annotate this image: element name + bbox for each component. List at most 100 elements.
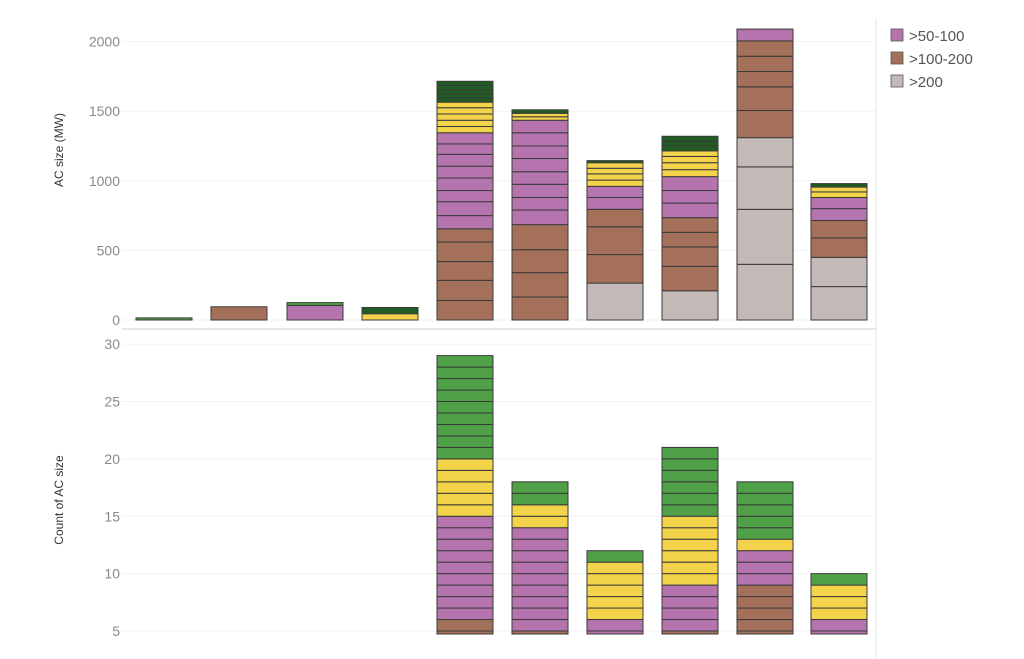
bar-segment [511, 504, 569, 517]
bar-segment [661, 607, 719, 621]
bar-segment [436, 550, 494, 563]
bar-segment [511, 158, 569, 173]
bar-segment [511, 607, 569, 621]
bar-segment [511, 481, 569, 494]
bar-segment [810, 237, 868, 258]
bar-segment [511, 538, 569, 552]
bar-segment [810, 191, 868, 199]
bar-segment [586, 561, 644, 575]
y-tick-label: 500 [97, 242, 121, 258]
bar-segment [661, 265, 719, 292]
bar-segment [736, 550, 794, 563]
bar-segment [436, 504, 494, 517]
bar-segment [436, 143, 494, 155]
legend-swatch [890, 74, 904, 88]
bar-segment [436, 389, 494, 402]
bar-segment [586, 162, 644, 169]
lower-bars [436, 355, 868, 635]
bar-segment [736, 596, 794, 609]
bar-segment [436, 355, 494, 368]
bar-segment [586, 226, 644, 256]
bar-segment [511, 116, 569, 121]
bar-segment [586, 173, 644, 181]
bar-segment [436, 538, 494, 552]
bar-segment [586, 160, 644, 164]
bar-segment [736, 619, 794, 632]
bar-segment [511, 109, 569, 114]
bar-segment [511, 573, 569, 586]
bar-segment [661, 446, 719, 460]
upper-y-axis-title: AC size (MW) [52, 113, 66, 187]
bar-segment [436, 119, 494, 128]
bar-segment [436, 446, 494, 460]
bar-segment [436, 177, 494, 192]
bar-segment [736, 492, 794, 506]
bar-segment [736, 28, 794, 42]
bar-segment [736, 504, 794, 517]
bar-segment [511, 209, 569, 226]
bar-segment [436, 89, 494, 95]
bar-segment [436, 113, 494, 121]
bar-segment [586, 167, 644, 175]
upper-bars [135, 28, 868, 321]
bar-segment [586, 197, 644, 210]
y-tick-label: 5 [112, 623, 120, 639]
bar-segment [436, 458, 494, 471]
lower-y-axis-title: Count of AC size [52, 455, 66, 545]
bar-segment [661, 202, 719, 219]
bar-segment [511, 171, 569, 185]
legend: >50-100 >100-200 >200 [890, 28, 973, 91]
bar-segment [661, 492, 719, 506]
bar-segment [736, 515, 794, 529]
bar-segment [436, 80, 494, 86]
bar-segment [661, 162, 719, 171]
y-tick-label: 25 [104, 394, 120, 410]
bar-segment [511, 515, 569, 529]
y-tick-label: 15 [104, 508, 120, 524]
bar-segment [210, 306, 268, 321]
legend-item: >100-200 [890, 51, 973, 68]
bar-segment [511, 296, 569, 321]
bar-segment [511, 550, 569, 563]
bar-segment [810, 219, 868, 239]
bar-segment [736, 166, 794, 210]
y-tick-label: 1500 [89, 103, 120, 119]
bar-segment [511, 224, 569, 251]
bar-segment [436, 366, 494, 380]
bar-segment [511, 272, 569, 298]
bar-segment [436, 107, 494, 115]
bar-segment [511, 112, 569, 118]
legend-item: >50-100 [890, 28, 964, 45]
bar-segment [736, 607, 794, 621]
bar-segment [661, 135, 719, 142]
bar-segment [511, 197, 569, 211]
bar-segment [810, 584, 868, 598]
bar-segment [661, 481, 719, 494]
legend-swatch [890, 51, 904, 65]
bar-segment [736, 527, 794, 540]
legend-item: >200 [890, 74, 943, 91]
bar-segment [736, 208, 794, 265]
bar-segment [661, 169, 719, 178]
bar-segment [511, 492, 569, 506]
bar-segment [436, 573, 494, 586]
bar-segment [736, 481, 794, 494]
bar-segment [511, 119, 569, 134]
bar-segment [661, 515, 719, 529]
bar-segment [661, 140, 719, 147]
bar-segment [661, 504, 719, 517]
bar-segment [661, 561, 719, 575]
y-tick-label: 0 [112, 312, 120, 328]
bar-segment [661, 538, 719, 552]
bar-segment [661, 573, 719, 586]
bar-segment [586, 282, 644, 321]
bar-segment [436, 515, 494, 529]
bar-segment [436, 423, 494, 437]
bar-segment [436, 165, 494, 179]
bar-segment [661, 246, 719, 267]
bar-segment [661, 596, 719, 609]
bar-segment [810, 183, 868, 188]
bar-segment [511, 132, 569, 147]
bar-segment [661, 190, 719, 204]
